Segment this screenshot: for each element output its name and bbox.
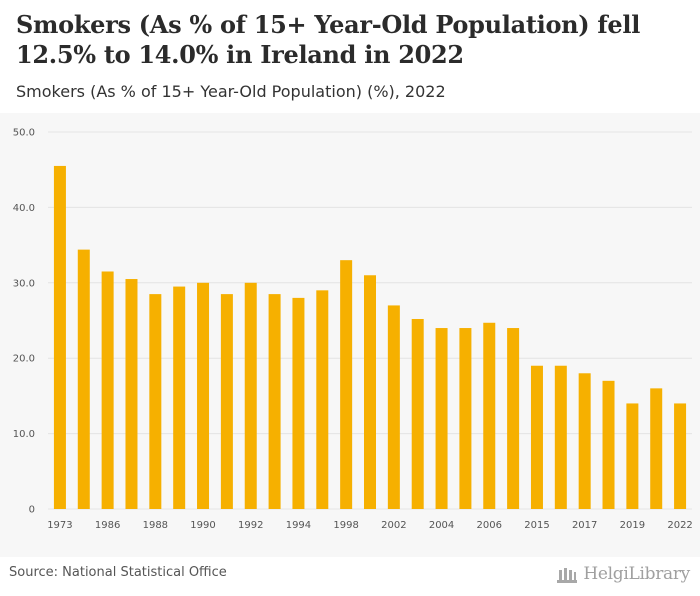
bar-2022 — [674, 403, 687, 509]
brand-logo: HelgiLibrary — [555, 561, 690, 587]
footer: Source: National Statistical Office Helg… — [0, 557, 700, 596]
page-title: Smokers (As % of 15+ Year-Old Population… — [16, 10, 641, 69]
x-tick-label: 2015 — [524, 520, 549, 531]
y-tick-label: 0 — [29, 505, 35, 516]
source-note: Source: National Statistical Office — [9, 565, 227, 580]
bar-2004 — [435, 328, 448, 509]
x-tick-label: 1998 — [333, 520, 358, 531]
bar-2021 — [650, 388, 663, 509]
bar-1992 — [244, 282, 257, 509]
y-tick-label: 50.0 — [13, 128, 35, 139]
bar-1990 — [197, 282, 210, 509]
bar-2016 — [554, 365, 567, 509]
bar-2015 — [530, 365, 543, 509]
x-tick-label: 2019 — [620, 520, 645, 531]
x-tick-label: 2002 — [381, 520, 406, 531]
x-tick-label: 1988 — [143, 520, 168, 531]
bar-1999 — [364, 275, 376, 509]
brand-name: HelgiLibrary — [583, 564, 690, 584]
x-tick-label: 2017 — [572, 520, 597, 531]
bar-2005 — [459, 328, 472, 509]
bar-2003 — [411, 318, 424, 509]
bar-1995 — [316, 290, 329, 509]
bar-2002 — [387, 305, 400, 509]
bars — [53, 165, 687, 509]
y-tick-label: 30.0 — [13, 278, 35, 289]
chart-area: 0 10.0 20.0 30.0 40.0 50.0 1973 1986 1988 1990 19… — [0, 113, 700, 557]
header: Smokers (As % of 15+ Year-Old Population… — [0, 0, 700, 113]
bar-1986 — [101, 271, 114, 509]
bar-1973 — [53, 165, 66, 509]
bar-2018 — [602, 380, 615, 509]
x-tick-label: 1986 — [95, 520, 120, 531]
bar-1989 — [173, 286, 186, 509]
x-axis-ticks: 1973 1986 1988 1990 1992 1994 1998 2002 2004 2006… — [47, 520, 693, 531]
y-tick-label: 20.0 — [13, 354, 35, 365]
bar-1988 — [149, 294, 162, 509]
library-icon — [557, 568, 578, 583]
y-tick-label: 10.0 — [13, 429, 35, 440]
bar-1980 — [77, 249, 90, 509]
x-tick-label: 2022 — [667, 520, 692, 531]
x-tick-label: 1992 — [238, 520, 263, 531]
bar-chart: 010.020.030.040.050.0 1973 1986 1988 1990 19… — [13, 128, 693, 532]
bar-1991 — [220, 294, 233, 509]
bar-2019 — [626, 403, 639, 509]
x-tick-label: 1994 — [286, 520, 311, 531]
bar-1987 — [125, 279, 138, 509]
x-tick-label: 1973 — [47, 520, 72, 531]
x-tick-label: 2004 — [429, 520, 454, 531]
bar-2006 — [483, 322, 496, 509]
bar-1998 — [340, 260, 353, 509]
bar-2017 — [578, 373, 591, 509]
bar-2007 — [507, 328, 520, 509]
bar-1993 — [268, 294, 281, 509]
x-tick-label: 2006 — [477, 520, 502, 531]
y-axis-ticks: 0 10.0 20.0 30.0 40.0 50.0 — [13, 128, 35, 516]
x-tick-label: 1990 — [190, 520, 215, 531]
bar-1994 — [292, 297, 305, 509]
y-tick-label: 40.0 — [13, 203, 35, 214]
chart-subtitle: Smokers (As % of 15+ Year-Old Population… — [16, 82, 446, 101]
